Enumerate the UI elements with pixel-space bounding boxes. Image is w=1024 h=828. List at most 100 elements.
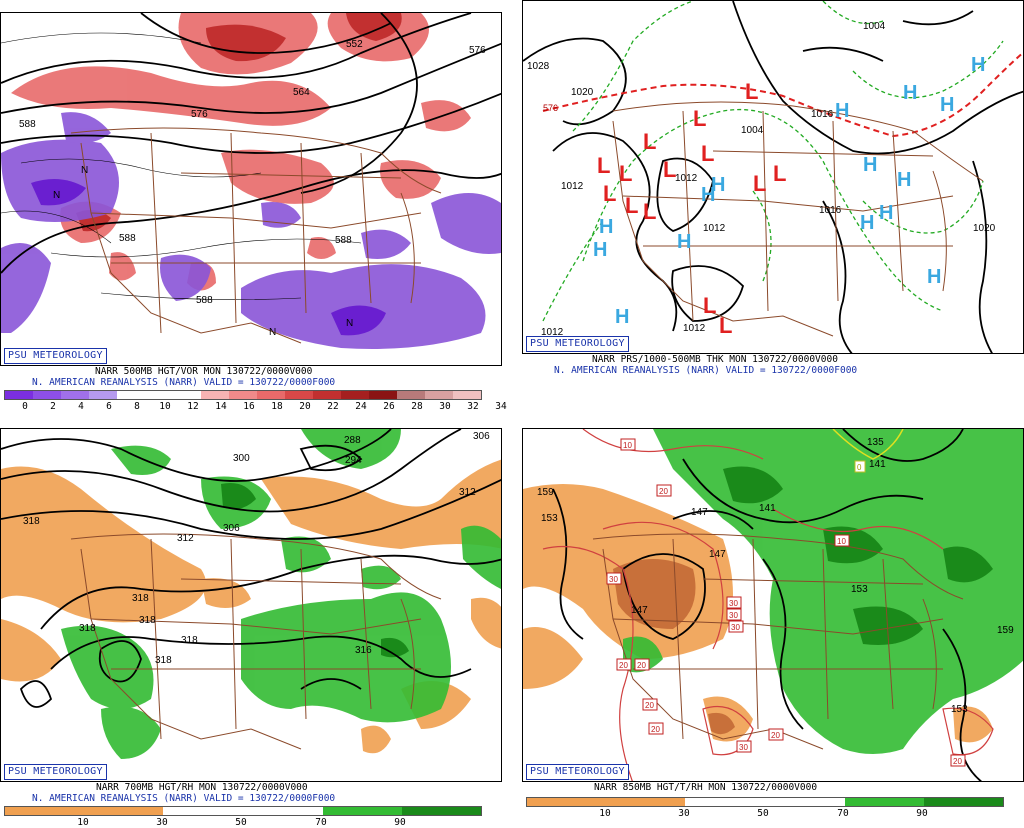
isobar-label: 1016 — [811, 109, 834, 120]
high-centers: H H H H H H H H H H H H H H H — [593, 54, 985, 328]
contour-label: 153 — [951, 704, 968, 715]
low-symbol: L — [643, 199, 656, 224]
contour-label: 153 — [851, 584, 868, 595]
temp-label: 30 — [609, 575, 618, 584]
contour-label: 316 — [355, 645, 372, 656]
isobars-dashed — [542, 1, 1004, 322]
contour-label: 588 — [335, 235, 352, 246]
high-symbol: H — [835, 100, 849, 122]
tick: 10 — [159, 401, 171, 412]
contour-label: 318 — [139, 615, 156, 626]
low-symbol: L — [753, 171, 766, 196]
freezing-contour — [832, 429, 904, 460]
tick: 18 — [271, 401, 283, 412]
isobar-label: 1012 — [561, 181, 584, 192]
thickness-contour — [542, 51, 1023, 138]
low-symbol: L — [619, 161, 632, 186]
rh-dry-fill — [1, 459, 501, 754]
high-symbol: H — [677, 231, 691, 253]
low-symbol: L — [643, 129, 656, 154]
colorbar-ticks: 0 2 4 6 8 10 12 14 16 18 20 22 24 26 28 … — [4, 401, 507, 412]
rh-strong-moist — [221, 483, 409, 658]
temp-label: 30 — [729, 599, 738, 608]
political-borders — [70, 127, 442, 344]
panel-700mb-hgt-rh: 288 294 300 306 306 312 312 318 318 318 … — [0, 428, 502, 828]
tick: 4 — [78, 401, 84, 412]
panel-valid-caption: N. AMERICAN REANALYSIS (NARR) VALID = 13… — [32, 793, 336, 804]
psu-badge: PSU METEOROLOGY — [526, 764, 629, 780]
high-symbol: H — [971, 54, 985, 76]
map-pressure: L L L L L L L L L L L L L L H H H H H — [522, 0, 1024, 354]
height-contours — [1, 13, 501, 274]
panel-prs-thickness: L L L L L L L L L L L L L L H H H H H — [522, 0, 1024, 400]
tick: 70 — [837, 808, 849, 819]
contour-label: 306 — [223, 523, 240, 534]
rh-moist-fill — [623, 429, 1023, 754]
contour-label: 318 — [23, 516, 40, 527]
temperature-labels: 10 20 30 30 30 30 20 20 20 20 30 20 20 1… — [606, 438, 966, 767]
low-symbol: L — [693, 106, 706, 131]
low-symbol: L — [663, 157, 676, 182]
contour-label: 318 — [155, 655, 172, 666]
tick: 6 — [106, 401, 112, 412]
contour-label: 312 — [177, 533, 194, 544]
panel-850mb-hgt-t-rh: 135 141 147 147 141 153 159 153 147 159 … — [522, 428, 1024, 828]
map-pressure-svg: L L L L L L L L L L L L L L H H H H H — [523, 1, 1023, 353]
high-symbol: H — [879, 202, 893, 224]
psu-badge: PSU METEOROLOGY — [4, 348, 107, 364]
isobar-label: 1020 — [571, 87, 594, 98]
panel-caption: NARR 500MB HGT/VOR MON 130722/0000V000 — [95, 366, 313, 377]
tick: 20 — [299, 401, 311, 412]
high-symbol: H — [701, 184, 715, 206]
low-symbol: L — [597, 153, 610, 178]
political-borders — [612, 101, 984, 337]
political-borders — [70, 533, 442, 750]
tick: 2 — [50, 401, 56, 412]
temp-label: 0 — [857, 463, 862, 472]
contour-label: 300 — [233, 453, 250, 464]
contour-label: 294 — [345, 455, 362, 466]
low-symbol: L — [603, 181, 616, 206]
high-symbol: H — [711, 174, 725, 196]
psu-badge: PSU METEOROLOGY — [4, 764, 107, 780]
contour-label: 288 — [344, 435, 361, 446]
contour-label: 159 — [997, 625, 1014, 636]
contour-label: 147 — [709, 549, 726, 560]
isobar-label: 1012 — [683, 323, 706, 334]
map-500mb: 552 564 576 588 588 588 588 576 N N N N — [0, 12, 502, 366]
tick: 24 — [355, 401, 367, 412]
contour-label: 564 — [293, 87, 310, 98]
psu-badge: PSU METEOROLOGY — [526, 336, 629, 352]
temp-label: 20 — [651, 725, 660, 734]
map-850mb-svg: 135 141 147 147 141 153 159 153 147 159 … — [523, 429, 1023, 781]
contour-label: 576 — [191, 109, 208, 120]
vorticity-strong-negative — [31, 179, 386, 336]
tick: 16 — [243, 401, 255, 412]
map-700mb: 288 294 300 306 306 312 312 318 318 318 … — [0, 428, 502, 782]
temp-label: 30 — [739, 743, 748, 752]
low-symbol: L — [719, 313, 732, 338]
low-symbol: L — [701, 141, 714, 166]
contour-label: 141 — [759, 503, 776, 514]
vort-center: N — [269, 327, 276, 338]
tick: 12 — [187, 401, 199, 412]
panel-valid-caption: N. AMERICAN REANALYSIS (NARR) VALID = 13… — [554, 365, 858, 376]
temp-label: 20 — [645, 701, 654, 710]
map-500mb-svg: 552 564 576 588 588 588 588 576 N N N N — [1, 13, 501, 349]
panel-caption: NARR PRS/1000-500MB THK MON 130722/0000V… — [592, 354, 838, 365]
isobar-label: 1012 — [675, 173, 698, 184]
high-symbol: H — [615, 306, 629, 328]
low-symbol: L — [703, 293, 716, 318]
colorbar-ticks: 10 30 50 70 90 — [526, 808, 1002, 819]
high-symbol: H — [860, 212, 874, 234]
panel-caption: NARR 700MB HGT/RH MON 130722/0000V000 — [96, 782, 308, 793]
temp-label: 20 — [659, 487, 668, 496]
isobar-label: 1028 — [527, 61, 550, 72]
tick: 30 — [678, 808, 690, 819]
thickness-label: 576 — [543, 103, 558, 113]
high-symbol: H — [903, 82, 917, 104]
contour-label: 141 — [869, 459, 886, 470]
contour-label: 552 — [346, 39, 363, 50]
contour-label: 576 — [469, 45, 486, 56]
temp-label: 30 — [731, 623, 740, 632]
